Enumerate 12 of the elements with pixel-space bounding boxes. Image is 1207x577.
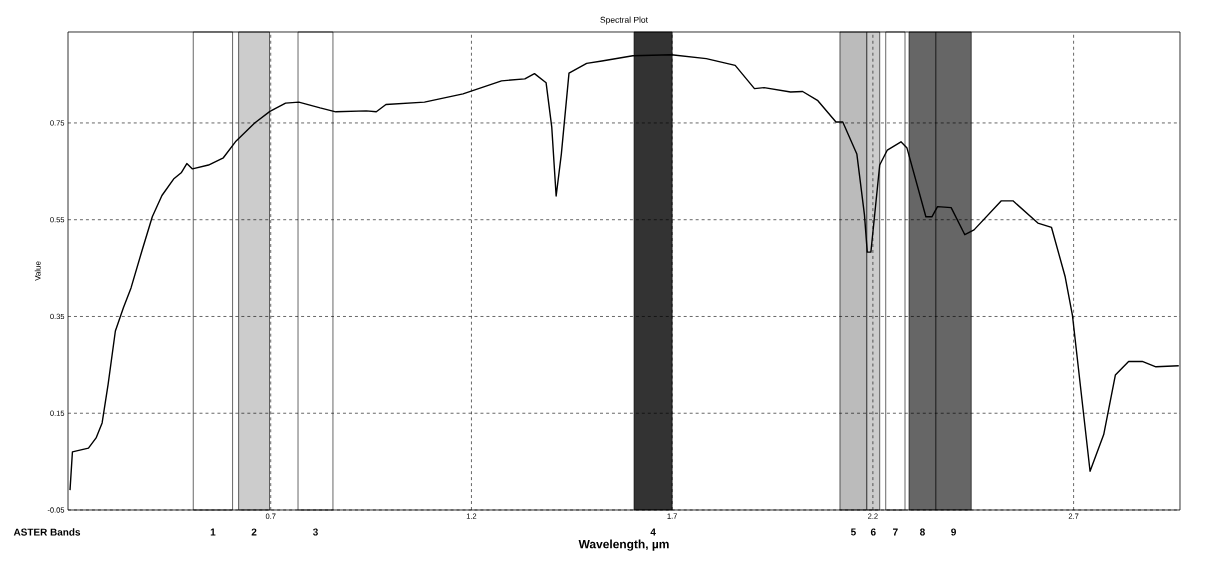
band-label: 6 bbox=[870, 528, 876, 536]
band-label: 5 bbox=[850, 528, 856, 536]
band-label: 8 bbox=[920, 528, 925, 536]
band-label: 4 bbox=[650, 528, 656, 536]
chart-title: Spectral Plot bbox=[600, 16, 648, 25]
band-label: 2 bbox=[251, 528, 257, 536]
band-label: 3 bbox=[312, 528, 318, 536]
band-label: 7 bbox=[893, 528, 898, 536]
band-label: 1 bbox=[210, 528, 216, 536]
text: ASTER Bands bbox=[13, 528, 81, 536]
x-axis-title: Wavelength, µm bbox=[578, 539, 669, 551]
band-label: 9 bbox=[951, 528, 956, 536]
